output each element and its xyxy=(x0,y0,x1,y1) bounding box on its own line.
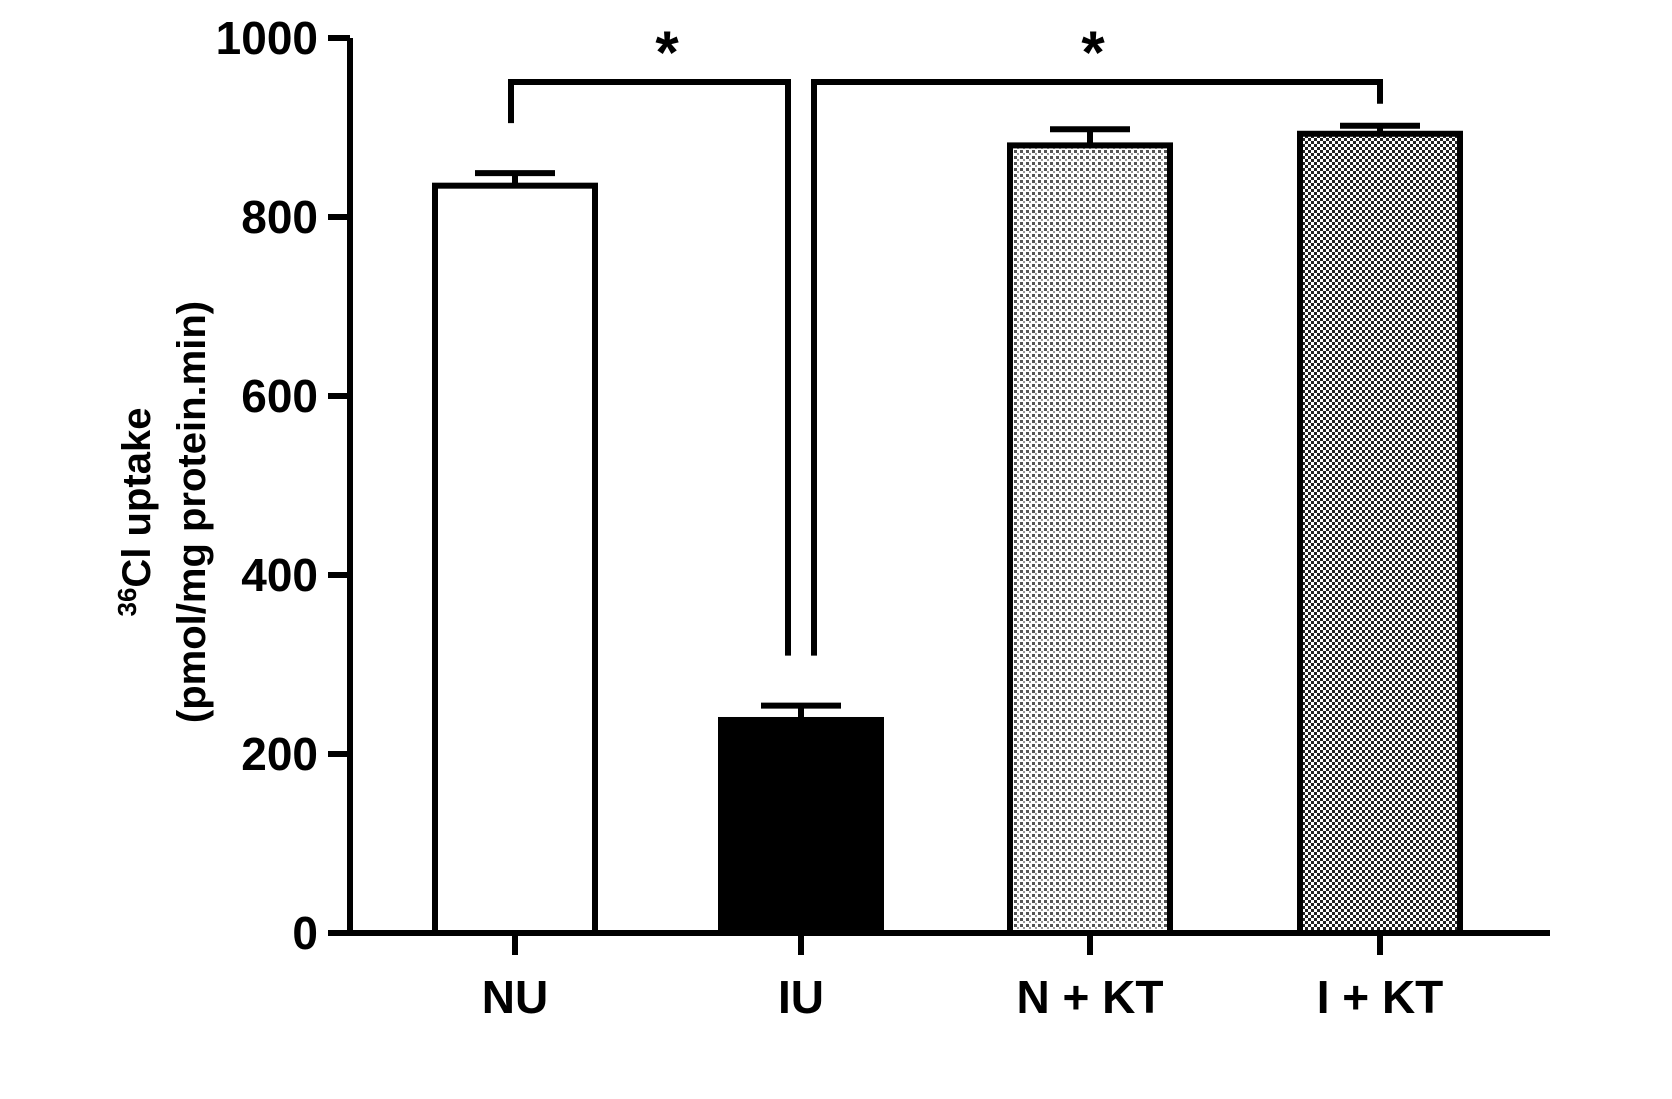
svg-text:36Cl uptake: 36Cl uptake xyxy=(112,408,159,617)
y-axis-title-superscript: 36 xyxy=(112,588,142,617)
y-tick-label: 1000 xyxy=(216,12,318,64)
x-tick-label: NU xyxy=(482,971,548,1023)
y-tick-label: 600 xyxy=(241,370,318,422)
x-tick-label: N + KT xyxy=(1017,971,1164,1023)
x-tick-label: IU xyxy=(778,971,824,1023)
bar xyxy=(1297,130,1463,936)
y-axis-title-line2: (pmol/mg protein.min) xyxy=(170,301,214,723)
x-tick-label: I + KT xyxy=(1317,971,1444,1023)
y-axis-title: 36Cl uptake (pmol/mg protein.min) xyxy=(112,301,214,723)
bars xyxy=(432,122,1463,937)
bar xyxy=(1007,142,1173,936)
y-axis-title-line1: Cl uptake xyxy=(115,408,159,588)
y-tick-label: 0 xyxy=(292,907,318,959)
significance-brackets: * * xyxy=(508,19,1383,656)
significance-star: * xyxy=(655,19,679,86)
y-tick-label: 200 xyxy=(241,728,318,780)
significance-bracket xyxy=(508,79,791,656)
significance-bracket xyxy=(811,79,1383,656)
axes: 0 200 400 600 800 1000 NU IU N + KT I + KT xyxy=(216,12,1550,1023)
bar xyxy=(718,716,884,936)
y-tick-label: 400 xyxy=(241,549,318,601)
bar xyxy=(432,182,598,937)
y-tick-label: 800 xyxy=(241,191,318,243)
significance-star: * xyxy=(1081,19,1105,86)
